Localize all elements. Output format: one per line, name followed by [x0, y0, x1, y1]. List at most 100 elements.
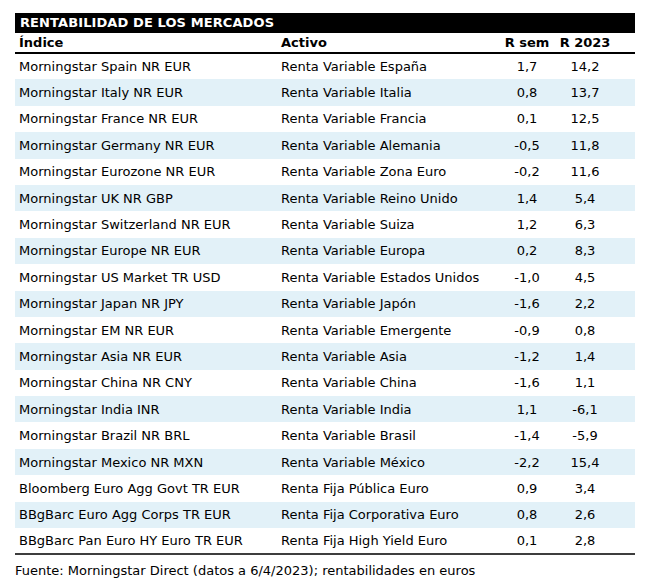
column-header-indice: Índice: [15, 33, 281, 53]
table-row: Morningstar Asia NR EURRenta Variable As…: [15, 343, 635, 369]
row-cell-indice: Morningstar Italy NR EUR: [15, 79, 281, 105]
row-cell-indice: Morningstar UK NR GBP: [15, 185, 281, 211]
table-row: Morningstar India INRRenta Variable Indi…: [15, 396, 635, 422]
row-cell-r-sem: -1,6: [496, 370, 558, 396]
row-cell-activo: Renta Fija High Yield Euro: [281, 528, 496, 554]
row-cell-indice: Morningstar India INR: [15, 396, 281, 422]
row-cell-r-2023: 4,5: [558, 264, 612, 290]
table-row: Morningstar France NR EURRenta Variable …: [15, 106, 635, 132]
row-cell-spacer: [612, 264, 635, 290]
row-cell-r-2023: 8,3: [558, 238, 612, 264]
row-cell-r-sem: -0,9: [496, 317, 558, 343]
row-cell-r-sem: -0,5: [496, 132, 558, 158]
header-row: Índice Activo R sem R 2023: [15, 33, 635, 53]
column-header-r-sem: R sem: [496, 33, 558, 53]
row-cell-indice: Morningstar Asia NR EUR: [15, 343, 281, 369]
row-cell-activo: Renta Variable Japón: [281, 291, 496, 317]
row-cell-spacer: [612, 211, 635, 237]
row-cell-r-2023: 6,3: [558, 211, 612, 237]
row-cell-activo: Renta Variable Asia: [281, 343, 496, 369]
table-row: Bloomberg Euro Agg Govt TR EURRenta Fija…: [15, 475, 635, 501]
row-cell-activo: Renta Variable Suiza: [281, 211, 496, 237]
table-row: Morningstar EM NR EURRenta Variable Emer…: [15, 317, 635, 343]
row-cell-r-2023: 15,4: [558, 449, 612, 475]
row-cell-spacer: [612, 396, 635, 422]
table-row: Morningstar Brazil NR BRLRenta Variable …: [15, 422, 635, 448]
table-title: RENTABILIDAD DE LOS MERCADOS: [20, 15, 274, 30]
table-row: Morningstar China NR CNYRenta Variable C…: [15, 370, 635, 396]
row-cell-indice: Morningstar Switzerland NR EUR: [15, 211, 281, 237]
row-cell-r-2023: 14,2: [558, 53, 612, 79]
row-cell-spacer: [612, 238, 635, 264]
row-cell-indice: Bloomberg Euro Agg Govt TR EUR: [15, 475, 281, 501]
row-cell-r-sem: -0,2: [496, 159, 558, 185]
row-cell-indice: Morningstar Europe NR EUR: [15, 238, 281, 264]
row-cell-activo: Renta Variable Reino Unido: [281, 185, 496, 211]
row-cell-r-sem: 1,2: [496, 211, 558, 237]
row-cell-spacer: [612, 449, 635, 475]
table-title-bar: RENTABILIDAD DE LOS MERCADOS: [15, 13, 635, 33]
row-cell-spacer: [612, 159, 635, 185]
row-cell-indice: Morningstar EM NR EUR: [15, 317, 281, 343]
row-cell-spacer: [612, 422, 635, 448]
row-cell-r-2023: -5,9: [558, 422, 612, 448]
row-cell-indice: Morningstar France NR EUR: [15, 106, 281, 132]
row-cell-activo: Renta Variable China: [281, 370, 496, 396]
row-cell-spacer: [612, 475, 635, 501]
row-cell-spacer: [612, 106, 635, 132]
row-cell-spacer: [612, 185, 635, 211]
row-cell-spacer: [612, 53, 635, 79]
returns-table: Índice Activo R sem R 2023 Morningstar S…: [15, 33, 635, 555]
row-cell-spacer: [612, 317, 635, 343]
row-cell-r-sem: -1,2: [496, 343, 558, 369]
row-cell-activo: Renta Variable Europa: [281, 238, 496, 264]
row-cell-r-2023: 11,6: [558, 159, 612, 185]
row-cell-r-2023: 3,4: [558, 475, 612, 501]
row-cell-indice: BBgBarc Euro Agg Corps TR EUR: [15, 502, 281, 528]
row-cell-r-sem: 1,4: [496, 185, 558, 211]
row-cell-r-sem: -2,2: [496, 449, 558, 475]
row-cell-indice: Morningstar Spain NR EUR: [15, 53, 281, 79]
row-cell-r-2023: 2,6: [558, 502, 612, 528]
market-returns-report: RENTABILIDAD DE LOS MERCADOS Índice Acti…: [0, 0, 651, 578]
row-cell-indice: Morningstar Mexico NR MXN: [15, 449, 281, 475]
row-cell-r-2023: -6,1: [558, 396, 612, 422]
row-cell-r-sem: 1,1: [496, 396, 558, 422]
row-cell-indice: Morningstar China NR CNY: [15, 370, 281, 396]
row-cell-activo: Renta Fija Pública Euro: [281, 475, 496, 501]
row-cell-spacer: [612, 343, 635, 369]
row-cell-activo: Renta Variable Alemania: [281, 132, 496, 158]
table-row: Morningstar Eurozone NR EURRenta Variabl…: [15, 159, 635, 185]
row-cell-r-sem: 0,1: [496, 528, 558, 554]
table-row: Morningstar Italy NR EURRenta Variable I…: [15, 79, 635, 105]
row-cell-indice: Morningstar Germany NR EUR: [15, 132, 281, 158]
row-cell-spacer: [612, 79, 635, 105]
table-body: Morningstar Spain NR EUR Renta Variable E…: [15, 53, 635, 554]
table-row: Morningstar Switzerland NR EURRenta Vari…: [15, 211, 635, 237]
row-cell-activo: Renta Variable Zona Euro: [281, 159, 496, 185]
row-cell-r-sem: -1,0: [496, 264, 558, 290]
row-cell-r-2023: 12,5: [558, 106, 612, 132]
row-cell-indice: Morningstar Eurozone NR EUR: [15, 159, 281, 185]
row-cell-r-2023: 0,8: [558, 317, 612, 343]
row-cell-activo: Renta Fija Corporativa Euro: [281, 502, 496, 528]
row-cell-indice: Morningstar Brazil NR BRL: [15, 422, 281, 448]
row-cell-r-2023: 2,8: [558, 528, 612, 554]
row-cell-r-sem: 0,1: [496, 106, 558, 132]
row-cell-r-sem: -1,4: [496, 422, 558, 448]
table-row: BBgBarc Euro Agg Corps TR EURRenta Fija …: [15, 502, 635, 528]
row-cell-spacer: [612, 502, 635, 528]
table-row: Morningstar Spain NR EURRenta Variable E…: [15, 53, 635, 79]
row-cell-activo: Renta Variable Italia: [281, 79, 496, 105]
row-cell-r-2023: 2,2: [558, 291, 612, 317]
table-row: Morningstar Japan NR JPYRenta Variable J…: [15, 291, 635, 317]
row-cell-r-sem: 0,8: [496, 79, 558, 105]
row-cell-r-sem: -1,6: [496, 291, 558, 317]
row-cell-activo: Renta Variable Estados Unidos: [281, 264, 496, 290]
row-cell-r-sem: 0,9: [496, 475, 558, 501]
row-cell-r-2023: 5,4: [558, 185, 612, 211]
column-header-activo: Activo: [281, 33, 496, 53]
row-cell-indice: Morningstar US Market TR USD: [15, 264, 281, 290]
column-header-r-2023: R 2023: [558, 33, 612, 53]
table-row: Morningstar Mexico NR MXNRenta Variable …: [15, 449, 635, 475]
